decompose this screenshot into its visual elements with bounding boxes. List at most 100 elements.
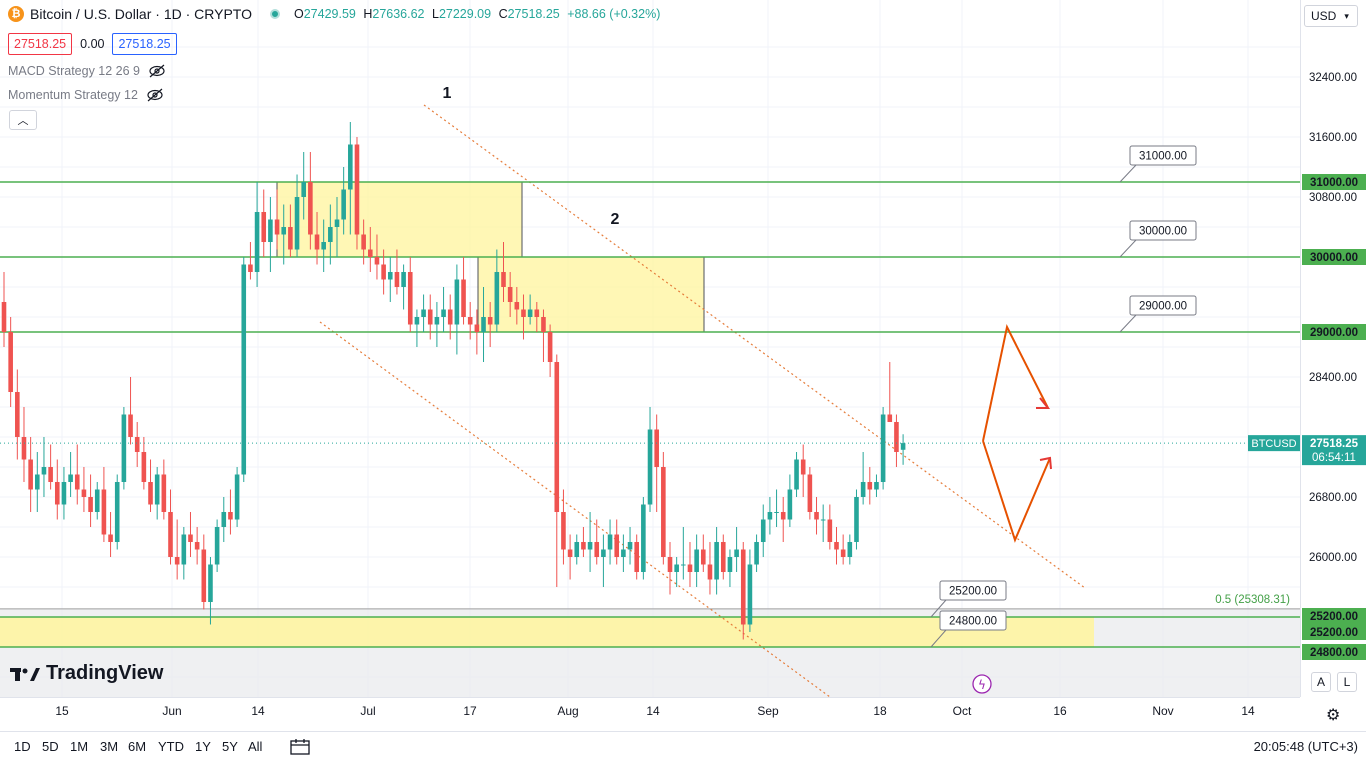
candle-body[interactable] [288,227,293,250]
candle-body[interactable] [81,489,87,498]
candle-body[interactable] [694,549,699,573]
candle-body[interactable] [860,482,866,497]
event-marker-icon[interactable] [972,674,992,694]
candle-body[interactable] [687,564,693,573]
gear-icon[interactable]: ⚙ [1326,707,1341,724]
candle-body[interactable] [441,309,446,318]
candle-body[interactable] [88,497,93,512]
timeframe-button[interactable]: 1D [14,739,31,754]
candle-body[interactable] [15,392,20,437]
candle-body[interactable] [1,302,7,332]
candle-body[interactable] [321,242,326,250]
candle-body[interactable] [807,474,813,513]
price-scale[interactable]: 32400.00 31600.00 30800.00 28400.00 26800.00… [1300,0,1366,697]
candle-body[interactable] [654,429,659,468]
candle-body[interactable] [507,287,513,302]
candle-body[interactable] [627,542,633,550]
candle-body[interactable] [894,422,899,452]
candle-body[interactable] [774,512,779,513]
candle-body[interactable] [61,482,67,505]
price-callout[interactable] [939,610,1007,631]
candle-body[interactable] [254,212,260,272]
price-callout[interactable] [1129,220,1197,241]
candle-body[interactable] [48,467,53,482]
candle-body[interactable] [174,557,180,565]
candle-body[interactable] [427,309,433,325]
candle-body[interactable] [114,482,120,542]
candle-body[interactable] [840,549,846,558]
chart-pane[interactable]: 31000.00 30000.00 29000.00 25200.00 24800.00… [0,0,1300,697]
candle-body[interactable] [561,512,566,550]
candle-body[interactable] [527,309,533,318]
candle-body[interactable] [481,317,486,332]
candle-body[interactable] [534,309,540,318]
candle-body[interactable] [734,549,739,558]
candle-body[interactable] [188,534,193,543]
price-chart[interactable]: 31000.00 30000.00 29000.00 25200.00 24800.00… [0,0,1300,697]
candle-body[interactable] [760,519,766,543]
candle-body[interactable] [754,542,759,565]
candle-body[interactable] [74,474,80,490]
candle-body[interactable] [847,542,853,557]
candle-body[interactable] [820,519,826,521]
timeframe-button[interactable]: 1Y [195,739,211,754]
candle-body[interactable] [661,467,666,557]
candle-body[interactable] [547,332,553,362]
candle-body[interactable] [241,264,247,475]
candle-body[interactable] [607,534,613,550]
candle-body[interactable] [567,549,573,558]
candle-body[interactable] [707,564,713,580]
candle-body[interactable] [514,302,520,310]
candle-body[interactable] [181,534,187,565]
consolidation-box-2[interactable] [477,256,705,333]
price-callout[interactable] [1129,145,1197,166]
candle-body[interactable] [601,549,606,558]
candle-body[interactable] [407,272,413,325]
candle-body[interactable] [94,489,100,513]
candle-body[interactable] [401,272,406,287]
candle-body[interactable] [594,542,600,557]
candle-body[interactable] [208,564,213,603]
candle-body[interactable] [854,497,859,542]
candle-body[interactable] [740,549,746,625]
log-scale-button[interactable]: L [1337,672,1357,692]
timeframe-button[interactable]: 3M [100,739,119,754]
candle-body[interactable] [214,527,220,565]
eye-off-icon[interactable] [146,88,164,102]
candle-body[interactable] [874,482,879,490]
candle-body[interactable] [800,459,806,475]
candle-body[interactable] [634,542,639,572]
indicator-momentum[interactable]: Momentum Strategy 12 [8,88,164,102]
candle-body[interactable] [900,443,906,450]
candle-body[interactable] [21,437,27,460]
candle-body[interactable] [361,234,366,250]
candle-body[interactable] [587,542,593,550]
candle-body[interactable] [447,309,453,325]
timeframe-button[interactable]: YTD [158,739,184,754]
candle-body[interactable] [28,459,33,490]
candle-body[interactable] [168,512,173,557]
forecast-down-path[interactable] [982,440,1051,543]
candle-body[interactable] [574,542,580,557]
eye-off-icon[interactable] [148,64,166,78]
price-callout[interactable] [939,580,1007,601]
candle-body[interactable] [714,542,719,580]
timeframe-button[interactable]: All [248,739,263,754]
collapse-legend-button[interactable]: ︿ [9,110,37,130]
clock[interactable]: 20:05:48 (UTC+3) [1253,739,1358,754]
candle-body[interactable] [461,279,466,318]
candle-body[interactable] [354,144,360,235]
candle-body[interactable] [314,234,320,250]
candle-body[interactable] [614,534,620,558]
candle-body[interactable] [161,474,167,513]
candle-body[interactable] [674,564,679,573]
candle-body[interactable] [248,264,253,273]
candle-body[interactable] [827,519,833,543]
candle-body[interactable] [454,279,460,325]
candle-body[interactable] [501,272,506,287]
candle-body[interactable] [294,197,300,250]
timeframe-button[interactable]: 5D [42,739,59,754]
candle-body[interactable] [334,219,340,228]
candle-body[interactable] [134,437,140,452]
candle-body[interactable] [787,489,793,520]
